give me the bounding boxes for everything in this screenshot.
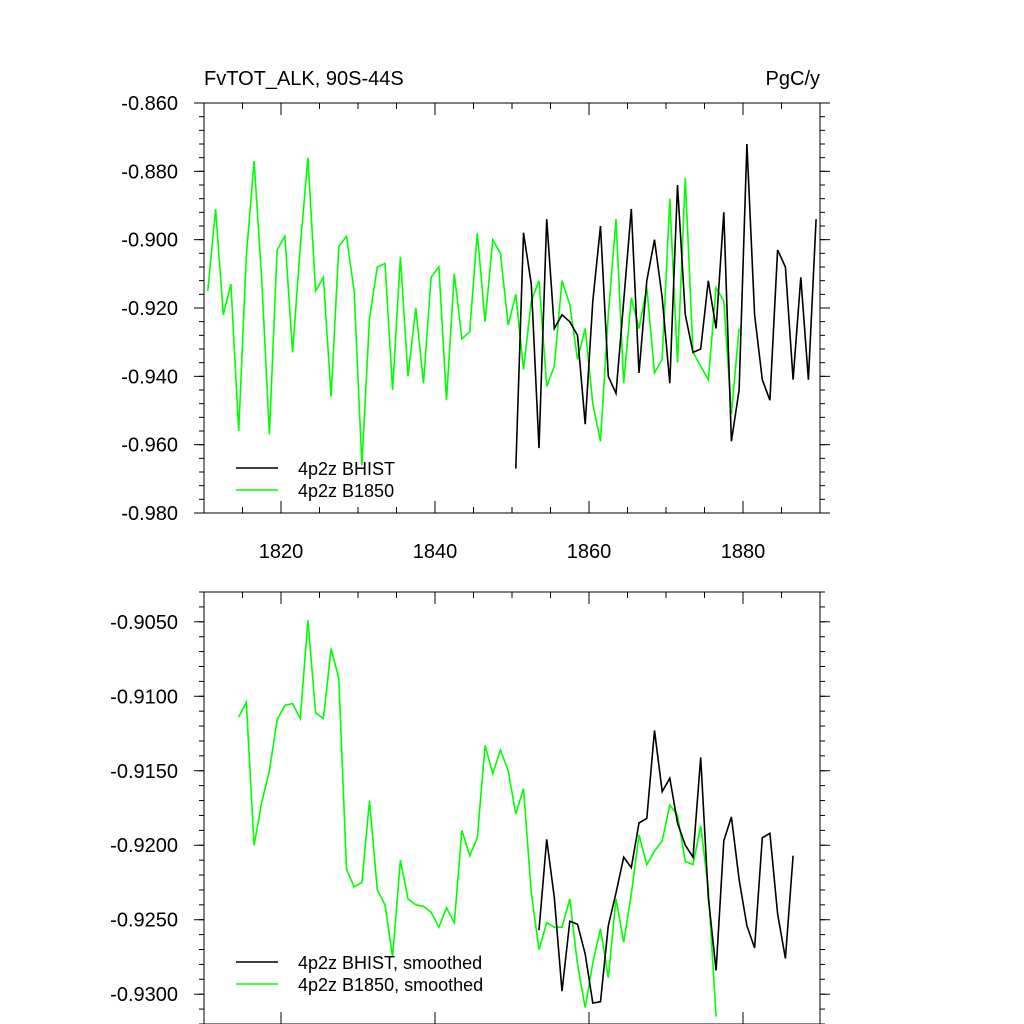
x-tick-label: 1880 [721,541,766,563]
legend-label: 4p2z B1850, smoothed [298,975,483,995]
ticks: -0.9300 -0.9250 -0.9200 -0.9150 -0.9100 -0.90… [110,591,830,1024]
y-tick-label: -0.9200 [110,835,178,857]
x-tick-label: 1820 [259,541,304,563]
series-line [207,157,740,466]
y-tick-label: -0.920 [121,298,178,320]
y-tick-label: -0.9150 [110,761,178,783]
y-tick-label: -0.980 [121,503,178,525]
y-tick-label: -0.900 [121,230,178,252]
series-lines [207,143,817,469]
ticks: 1820 1840 1860 1880 -0.980 -0.960 -0.940 -0.920… [121,93,830,563]
legend-label: 4p2z B1850 [298,481,394,501]
top-panel: FvTOT_ALK, 90S-44S PgC/y 1820 1840 1860 188… [121,68,830,563]
plot-frame [203,591,821,1024]
chart-title: FvTOT_ALK, 90S-44S [204,68,404,90]
series-line [538,730,794,1005]
legend-label: 4p2z BHIST [298,459,395,479]
x-tick-label: 1840 [413,541,458,563]
y-tick-label: -0.9050 [110,612,178,634]
bottom-panel: -0.9300 -0.9250 -0.9200 -0.9150 -0.9100 -0.90… [110,591,830,1024]
legend-label: 4p2z BHIST, smoothed [298,953,482,973]
y-tick-label: -0.960 [121,435,178,457]
y-tick-label: -0.860 [121,93,178,115]
y-tick-label: -0.940 [121,366,178,388]
y-tick-label: -0.9250 [110,910,178,932]
y-tick-label: -0.880 [121,161,178,183]
y-tick-label: -0.9100 [110,686,178,708]
series-line [515,143,817,469]
series-line [237,620,717,1017]
x-tick-label: 1860 [567,541,612,563]
series-lines [237,620,794,1017]
y-tick-label: -0.9300 [110,984,178,1006]
chart-units: PgC/y [766,68,820,90]
